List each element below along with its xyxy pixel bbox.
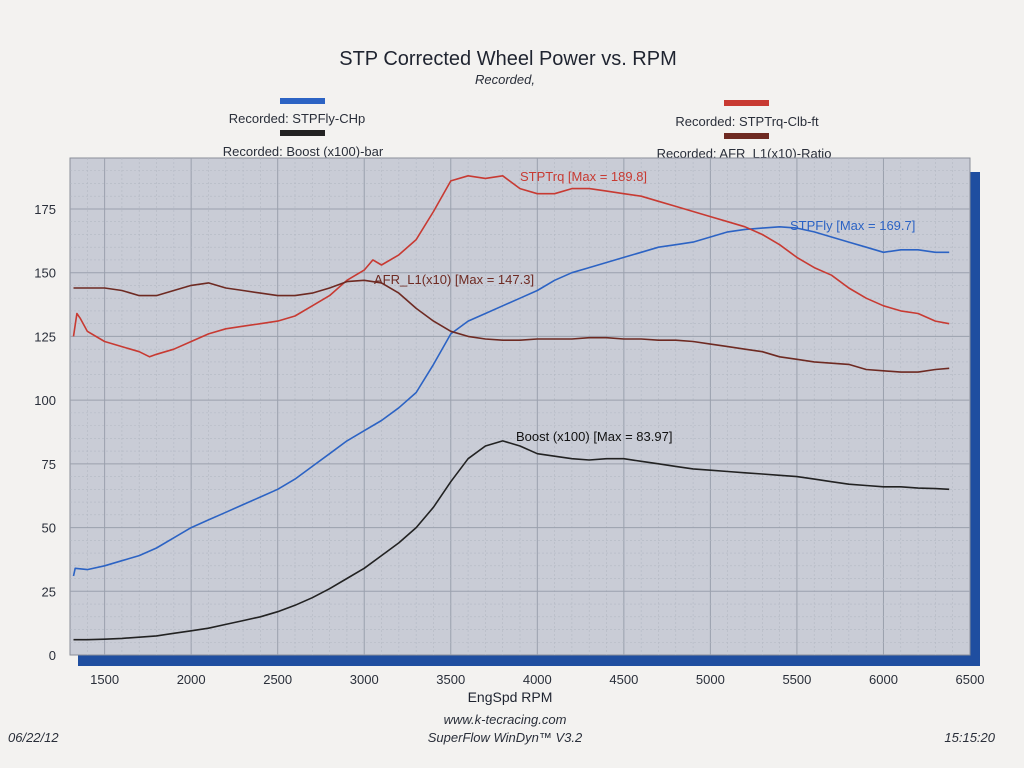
x-tick-label: 3500 bbox=[436, 672, 465, 687]
annotation-boost-x100: Boost (x100) [Max = 83.97] bbox=[516, 429, 672, 444]
x-tick-label: 5500 bbox=[782, 672, 811, 687]
y-tick-label: 25 bbox=[42, 584, 56, 599]
series-line-stptrq bbox=[72, 175, 950, 358]
series-line-boost-x100 bbox=[73, 440, 950, 641]
grid bbox=[70, 158, 970, 655]
y-tick-label: 50 bbox=[42, 521, 56, 536]
axis-ticks: 1500 2000 2500 3000 3500 4000 4500 5000 5500 6000… bbox=[34, 202, 984, 687]
footer-software: SuperFlow WinDyn™ V3.2 bbox=[428, 730, 583, 745]
x-tick-label: 6500 bbox=[956, 672, 985, 687]
legend: Recorded: STPFly-CHp Recorded: Boost (x1… bbox=[223, 98, 832, 161]
x-tick-label: 2000 bbox=[177, 672, 206, 687]
x-tick-label: 6000 bbox=[869, 672, 898, 687]
legend-swatch-boost bbox=[280, 130, 325, 136]
y-tick-label: 175 bbox=[34, 202, 56, 217]
y-tick-label: 0 bbox=[49, 648, 56, 663]
x-tick-label: 5000 bbox=[696, 672, 725, 687]
footer-time: 15:15:20 bbox=[944, 730, 995, 745]
x-axis-label: EngSpd RPM bbox=[468, 689, 553, 705]
series-line-stpfly bbox=[72, 226, 950, 577]
annotation-afr-l1-x10: AFR_L1(x10) [Max = 147.3] bbox=[374, 272, 534, 287]
legend-label-stpfly: Recorded: STPFly-CHp bbox=[229, 111, 366, 126]
y-tick-label: 150 bbox=[34, 266, 56, 281]
legend-label-afr: Recorded: AFR_L1(x10)-Ratio bbox=[657, 146, 832, 161]
annotations: STPFly [Max = 169.7] STPTrq [Max = 189.8]… bbox=[374, 169, 915, 444]
y-tick-label: 75 bbox=[42, 457, 56, 472]
series-line-afr-l1-x10 bbox=[73, 279, 950, 373]
x-tick-label: 4000 bbox=[523, 672, 552, 687]
footer-website: www.k-tecracing.com bbox=[444, 712, 567, 727]
chart-title: STP Corrected Wheel Power vs. RPM bbox=[339, 48, 677, 70]
x-tick-label: 2500 bbox=[263, 672, 292, 687]
y-tick-label: 125 bbox=[34, 329, 56, 344]
legend-label-stptrq: Recorded: STPTrq-Clb-ft bbox=[675, 114, 819, 129]
x-tick-label: 3000 bbox=[350, 672, 379, 687]
legend-swatch-stptrq bbox=[724, 100, 769, 106]
x-tick-label: 4500 bbox=[609, 672, 638, 687]
legend-swatch-afr bbox=[724, 133, 769, 139]
chart-subtitle: Recorded, bbox=[475, 72, 535, 87]
series-group bbox=[72, 175, 950, 641]
legend-label-boost: Recorded: Boost (x100)-bar bbox=[223, 144, 384, 159]
footer-date: 06/22/12 bbox=[8, 730, 59, 745]
annotation-stptrq: STPTrq [Max = 189.8] bbox=[520, 169, 647, 184]
y-tick-label: 100 bbox=[34, 393, 56, 408]
legend-swatch-stpfly bbox=[280, 98, 325, 104]
annotation-stpfly: STPFly [Max = 169.7] bbox=[790, 218, 915, 233]
x-tick-label: 1500 bbox=[90, 672, 119, 687]
